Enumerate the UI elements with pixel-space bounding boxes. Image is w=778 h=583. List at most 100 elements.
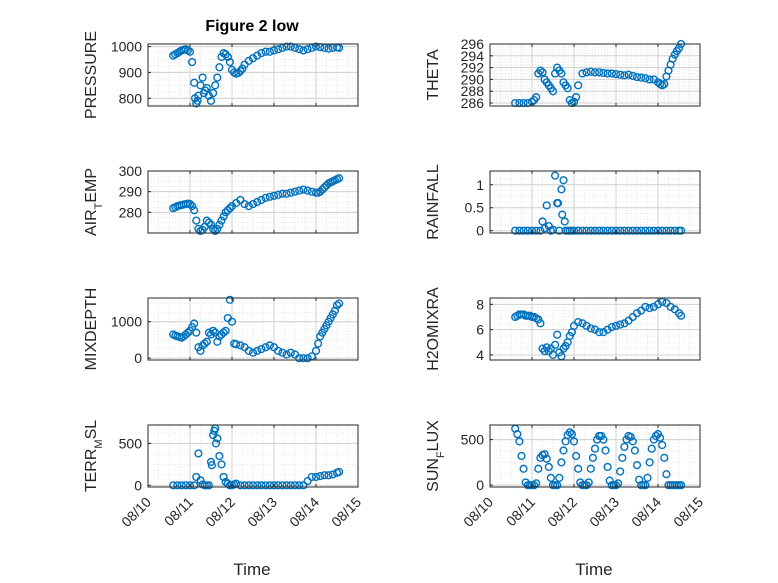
y-axis-label: THETA (425, 49, 442, 101)
data-point (676, 311, 686, 320)
data-point (565, 428, 574, 437)
data-point (578, 319, 587, 328)
data-point (190, 319, 199, 328)
data-point (194, 449, 203, 458)
data-point (253, 346, 262, 355)
data-point (599, 328, 608, 337)
data-point (274, 45, 283, 54)
data-point (616, 320, 625, 329)
data-point (571, 93, 581, 102)
data-point (595, 226, 604, 235)
data-point (206, 96, 216, 105)
y-tick-label: 1000 (111, 314, 142, 330)
data-point (544, 462, 553, 472)
data-point (314, 339, 323, 348)
data-point (655, 433, 665, 442)
data-point (215, 63, 224, 72)
data-point (278, 481, 287, 490)
data-point (274, 190, 283, 199)
axes-box (489, 170, 701, 234)
data-point (204, 91, 214, 100)
data-point (620, 226, 629, 235)
data-point (548, 87, 558, 96)
data-point (538, 68, 547, 77)
y-tick-label: 1000 (111, 39, 142, 55)
data-point (316, 187, 325, 196)
data-point (666, 302, 675, 311)
data-point (177, 481, 186, 490)
y-axis-label: TERRMSL (83, 420, 105, 492)
data-point (248, 348, 258, 357)
data-point (676, 481, 686, 490)
data-point (676, 226, 686, 235)
data-point (173, 481, 182, 490)
data-point (211, 439, 221, 448)
y-axis-label: H2OMIXRA (425, 287, 442, 371)
data-point (553, 330, 562, 339)
data-point (261, 47, 270, 56)
data-point (234, 68, 243, 78)
data-point (553, 481, 562, 490)
data-point (290, 481, 300, 490)
data-point (286, 348, 295, 357)
data-point (628, 71, 637, 80)
data-point (628, 437, 637, 446)
data-point (649, 302, 658, 311)
data-point (620, 319, 629, 328)
y-tick-label: 0 (476, 223, 484, 239)
data-point (590, 325, 600, 334)
data-point (563, 84, 572, 93)
data-point (645, 304, 654, 313)
data-point (221, 208, 230, 217)
data-point (611, 70, 621, 79)
y-tick-label: 500 (461, 432, 485, 448)
data-point (649, 226, 658, 235)
data-point (223, 52, 232, 62)
data-point (624, 70, 633, 79)
data-point (632, 72, 642, 82)
data-point (299, 46, 308, 55)
data-point (240, 199, 249, 209)
data-point (244, 202, 253, 211)
y-tick-label: 1 (476, 177, 484, 193)
subplot-rainfall: 0 0.5 1 RAINFALL (425, 164, 701, 240)
data-point (607, 69, 616, 78)
y-tick-label: 300 (119, 163, 143, 179)
data-point (595, 328, 604, 337)
data-point (215, 220, 224, 229)
data-point (624, 226, 633, 235)
data-point (603, 325, 612, 334)
y-tick-label: 296 (461, 36, 485, 52)
data-point (637, 226, 646, 235)
data-point (282, 350, 291, 359)
data-point (244, 56, 253, 65)
data-point (185, 481, 195, 490)
data-point (185, 199, 195, 209)
data-point (311, 346, 321, 355)
data-point (645, 226, 654, 235)
data-point (295, 354, 304, 363)
data-point (311, 472, 321, 482)
y-tick-label: 294 (461, 48, 485, 64)
y-tick-label: 6 (476, 322, 484, 338)
data-point (236, 341, 245, 350)
data-point (286, 42, 295, 51)
data-point (320, 471, 329, 480)
data-point (192, 328, 201, 337)
data-point (653, 226, 663, 235)
data-point (532, 226, 541, 235)
data-point (553, 199, 563, 208)
data-point (536, 226, 545, 235)
data-point (628, 226, 637, 235)
y-tick-label: 8 (476, 296, 484, 312)
data-point (515, 437, 524, 446)
data-point (303, 186, 312, 195)
data-point (219, 212, 228, 221)
data-point (662, 226, 671, 235)
data-point (546, 473, 556, 482)
data-point (274, 346, 283, 355)
data-point (586, 67, 595, 76)
y-tick-label: 292 (461, 60, 485, 76)
data-point (582, 68, 591, 77)
